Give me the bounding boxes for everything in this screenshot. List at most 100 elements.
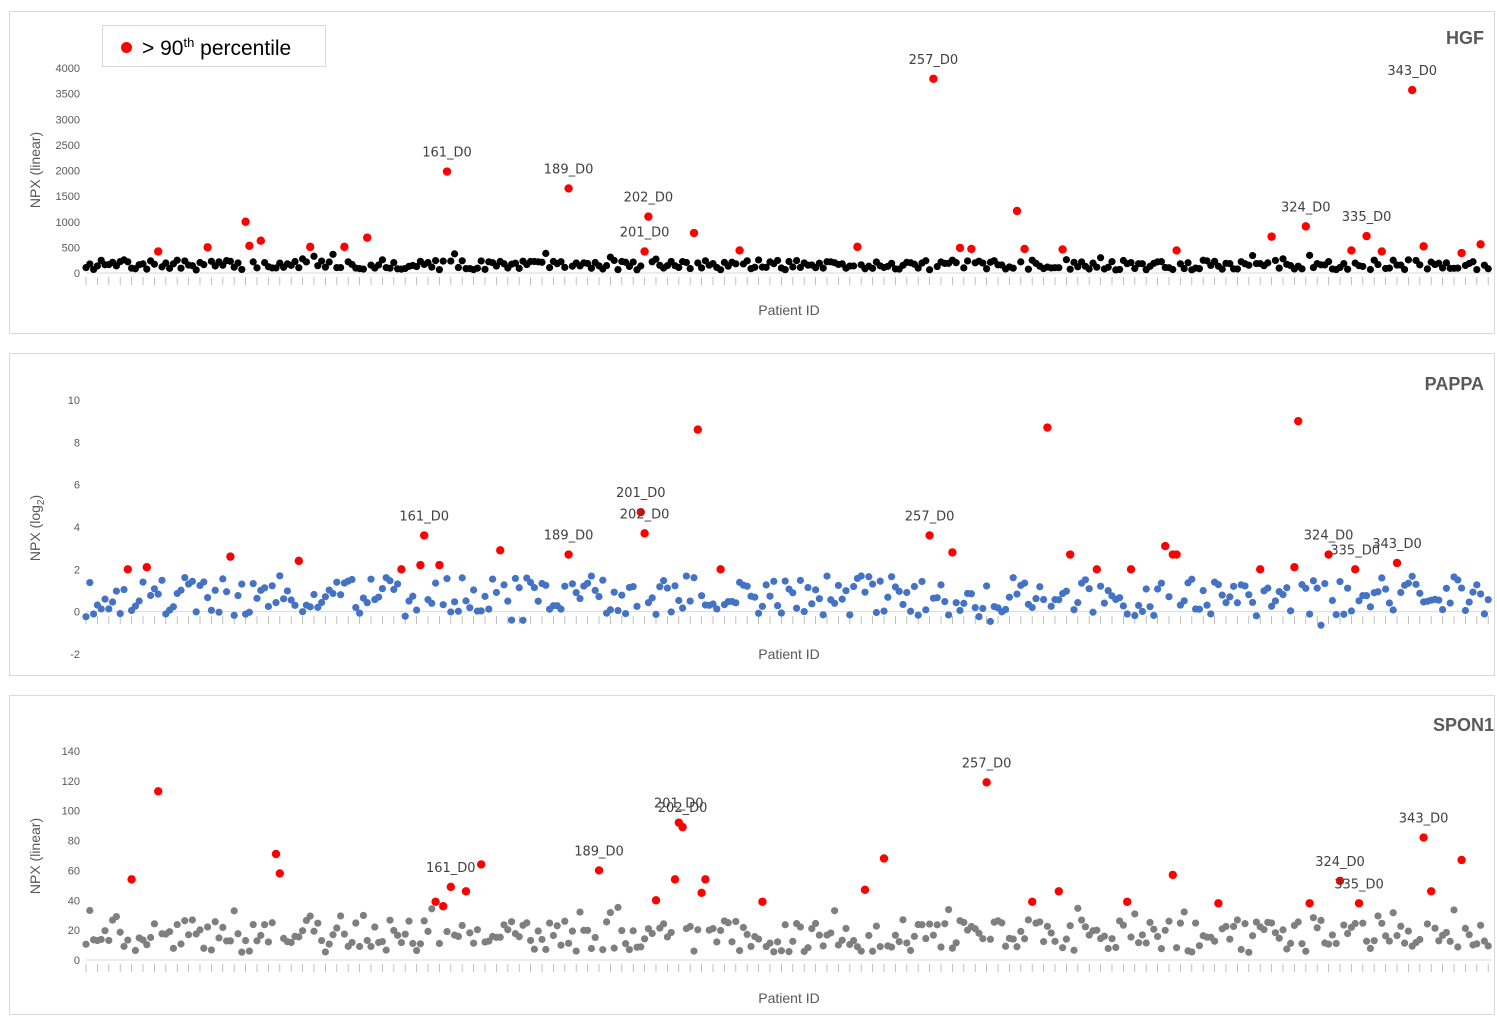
spon1-data-point: [1222, 922, 1230, 931]
hgf-data-point: [1066, 265, 1074, 273]
spon1-data-point: [1397, 922, 1405, 930]
hgf-data-point: [1306, 251, 1314, 259]
pappa-data-point: [1366, 603, 1374, 611]
spon1-data-point: [637, 943, 645, 951]
spon1-highlight-point: [651, 896, 661, 905]
spon1-data-point: [1477, 921, 1485, 929]
spon1-data-point: [204, 923, 212, 931]
pappa-data-point: [690, 574, 698, 582]
spon1-data-point: [268, 919, 276, 927]
spon1-highlight-point: [1335, 876, 1345, 886]
spon1-data-point: [827, 929, 835, 937]
spon1-data-point: [1351, 919, 1359, 928]
hgf-data-point: [717, 266, 725, 274]
pappa-data-point: [390, 585, 398, 594]
hgf-data-point: [686, 264, 694, 273]
spon1-data-point: [1446, 937, 1454, 945]
pappa-data-point: [884, 593, 892, 601]
hgf-data-point: [743, 257, 751, 265]
spon1-data-point: [1309, 914, 1317, 922]
pappa-data-point: [774, 602, 782, 610]
spon1-data-point: [1142, 939, 1150, 947]
hgf-highlight-point: [853, 242, 862, 252]
pappa-data-point: [1165, 593, 1173, 601]
pappa-data-point: [1241, 582, 1249, 590]
hgf-data-point: [337, 263, 345, 272]
pappa-data-point: [1055, 596, 1063, 604]
spon1-ytick-label: 80: [68, 836, 80, 848]
spon1-data-point: [891, 931, 900, 939]
spon1-data-point: [356, 942, 364, 951]
spon1-data-point: [899, 916, 907, 924]
spon1-xlabel: Patient ID: [758, 990, 819, 1006]
hgf-xlabel: Patient ID: [758, 302, 819, 318]
spon1-point-label: 201_D0: [654, 797, 704, 812]
pappa-data-point: [671, 582, 679, 590]
pappa-chart-panel: PAPPA -2 0 2 4 6 8 10 NPX (log2) Patient ID 161_D0…: [9, 353, 1495, 676]
spon1-data-point: [1328, 931, 1336, 939]
pappa-data-point: [682, 572, 691, 580]
pappa-data-point: [1306, 610, 1314, 618]
hgf-highlight-point: [256, 236, 265, 245]
hgf-data-point: [386, 264, 394, 272]
legend-text-sup: th: [183, 35, 195, 50]
legend-label: > 90th percentile: [142, 35, 291, 61]
pappa-data-point: [1150, 611, 1158, 620]
pappa-data-point: [363, 599, 371, 607]
hgf-data-point: [785, 257, 793, 266]
spon1-data-point: [907, 946, 915, 955]
hgf-highlight-point: [1408, 85, 1417, 95]
pappa-data-point: [280, 595, 288, 603]
spon1-data-point: [413, 946, 421, 955]
spon1-data-point: [340, 930, 348, 938]
hgf-data-point: [177, 264, 185, 272]
pappa-data-point: [1408, 572, 1416, 580]
hgf-data-point: [1074, 263, 1082, 271]
hgf-data-point: [542, 249, 550, 258]
spon1-data-point: [1317, 916, 1325, 925]
pappa-data-point: [1203, 601, 1211, 609]
pappa-data-point: [591, 586, 599, 595]
spon1-data-point: [1268, 919, 1276, 927]
pappa-data-point: [181, 573, 189, 582]
pappa-point-label: 189_D0: [544, 529, 594, 544]
pappa-data-point: [1138, 607, 1146, 616]
pappa-highlight-point: [1066, 550, 1075, 559]
pappa-data-point: [530, 584, 539, 592]
hgf-highlight-point: [442, 167, 452, 176]
spon1-data-point: [1066, 922, 1074, 930]
hgf-highlight-point: [306, 242, 315, 252]
spon1-highlight-point: [697, 888, 706, 898]
spon1-data-point: [629, 927, 637, 935]
spon1-data-point: [1074, 904, 1082, 912]
spon1-data-point: [1393, 931, 1401, 940]
spon1-highlight-point: [982, 778, 991, 787]
spon1-data-point: [185, 931, 193, 939]
pappa-data-point: [314, 603, 322, 611]
hgf-data-point: [869, 264, 877, 272]
hgf-data-point: [451, 250, 459, 258]
spon1-highlight-point: [1168, 870, 1178, 880]
pappa-data-point: [211, 586, 219, 594]
pappa-data-point: [876, 577, 884, 585]
spon1-data-point: [1154, 932, 1162, 941]
pappa-data-point: [572, 589, 580, 597]
spon1-data-point: [371, 923, 379, 931]
spon1-data-point: [553, 922, 561, 930]
hgf-highlight-point: [363, 233, 372, 242]
spon1-data-point: [1047, 929, 1055, 937]
pappa-data-point: [1382, 585, 1390, 593]
spon1-point-label: 343_D0: [1399, 812, 1449, 827]
pappa-data-point: [1461, 606, 1469, 615]
spon1-data-point: [82, 940, 90, 948]
hgf-highlight-point: [1476, 240, 1485, 249]
pappa-data-point: [1355, 597, 1363, 605]
hgf-data-point: [1055, 264, 1063, 272]
spon1-data-point: [1260, 925, 1268, 934]
spon1-data-point: [975, 929, 983, 937]
pappa-ylabel: NPX (log2): [27, 495, 47, 561]
pappa-data-point: [1040, 595, 1048, 604]
pappa-data-point: [527, 578, 535, 587]
pappa-data-point: [261, 584, 269, 592]
pappa-data-point: [1207, 610, 1215, 618]
